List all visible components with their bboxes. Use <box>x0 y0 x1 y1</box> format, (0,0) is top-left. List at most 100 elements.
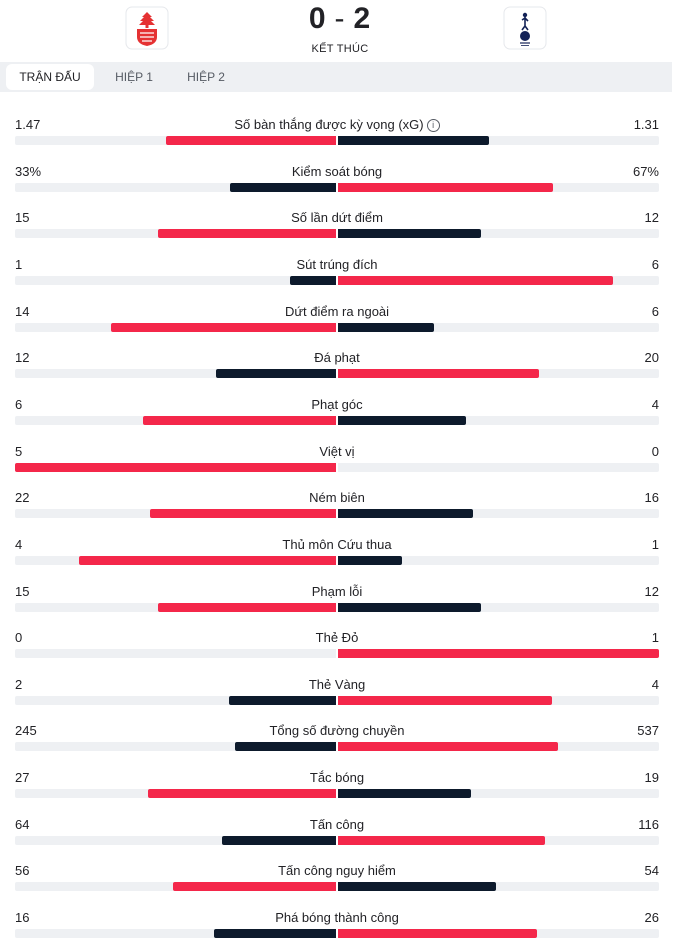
home-value: 27 <box>15 770 30 785</box>
home-value: 33% <box>15 164 42 179</box>
stat-label-text: Tấn công <box>309 817 365 832</box>
away-bar-fill <box>338 276 614 285</box>
away-bar-track <box>338 836 659 845</box>
away-bar-track <box>338 229 659 238</box>
stat-label: Tấn công <box>137 817 537 833</box>
away-score: 2 <box>353 2 372 35</box>
stat-row: 2 Thẻ Vàng 4 <box>15 677 659 717</box>
tab-second-half[interactable]: HIỆP 2 <box>187 70 225 84</box>
home-bar-track <box>15 742 336 751</box>
stat-label: Phạm lỗi <box>137 584 537 600</box>
home-value: 245 <box>15 723 37 738</box>
home-bar-fill <box>215 369 336 378</box>
stat-row: 1.47 Số bàn thắng được kỳ vọng (xG) i 1.31 <box>15 117 659 157</box>
home-value: 16 <box>15 910 30 925</box>
home-value: 6 <box>15 397 23 412</box>
home-bar-track <box>15 603 336 612</box>
stat-label: Ném biên <box>137 490 537 506</box>
away-bar-track <box>338 416 659 425</box>
away-value: 12 <box>644 210 659 225</box>
away-bar-track <box>338 929 659 938</box>
stat-row: 6 Phạt góc 4 <box>15 397 659 437</box>
away-value: 26 <box>644 910 659 925</box>
away-bar-fill <box>338 603 481 612</box>
away-bar-fill <box>338 229 481 238</box>
tab-first-half[interactable]: HIỆP 1 <box>115 70 153 84</box>
away-bar-fill <box>338 509 474 518</box>
home-bar-fill <box>147 789 336 798</box>
stat-label: Tắc bóng <box>137 770 537 786</box>
home-bar-fill <box>157 603 336 612</box>
away-team-crest-icon[interactable] <box>503 6 547 50</box>
away-bar-track <box>338 649 659 658</box>
away-value: 12 <box>644 584 659 599</box>
away-value: 4 <box>651 677 659 692</box>
home-bar-track <box>15 929 336 938</box>
home-value: 1.47 <box>15 117 41 132</box>
home-value: 5 <box>15 444 23 459</box>
home-score: 0 <box>308 2 327 35</box>
away-value: 6 <box>651 304 659 319</box>
home-bar-fill <box>15 463 336 472</box>
away-bar-track <box>338 696 659 705</box>
home-bar-fill <box>166 136 336 145</box>
home-bar-track <box>15 789 336 798</box>
stat-label: Thủ môn Cứu thua <box>137 537 537 553</box>
stat-label: Kiểm soát bóng <box>137 164 537 180</box>
stat-row: 27 Tắc bóng 19 <box>15 770 659 810</box>
home-bar-fill <box>221 836 336 845</box>
home-bar-fill <box>143 416 336 425</box>
away-value: 54 <box>644 863 659 878</box>
home-bar-track <box>15 136 336 145</box>
home-value: 1 <box>15 257 23 272</box>
home-bar-fill <box>172 882 336 891</box>
score-separator: - <box>334 2 346 35</box>
away-value: 67% <box>632 164 659 179</box>
away-bar-fill <box>338 323 435 332</box>
stat-label-text: Đá phạt <box>314 350 360 365</box>
away-bar-track <box>338 603 659 612</box>
home-bar-track <box>15 556 336 565</box>
info-icon[interactable]: i <box>426 119 440 132</box>
home-bar-fill <box>229 696 336 705</box>
stat-label: Số lần dứt điểm <box>137 210 537 226</box>
stat-label-text: Phạt góc <box>311 397 363 412</box>
home-value: 15 <box>15 584 30 599</box>
home-value: 12 <box>15 350 30 365</box>
stat-label-text: Tổng số đường chuyền <box>269 723 405 738</box>
stat-label-text: Thẻ Vàng <box>308 677 366 692</box>
stat-row: 33% Kiểm soát bóng 67% <box>15 164 659 204</box>
away-bar-fill <box>338 369 539 378</box>
stat-label: Thẻ Vàng <box>137 677 537 693</box>
home-team-crest-icon[interactable] <box>125 6 169 50</box>
away-bar-track <box>338 323 659 332</box>
away-value: 4 <box>651 397 659 412</box>
tab-match[interactable]: TRẬN ĐẤU <box>6 64 94 90</box>
home-bar-track <box>15 183 336 192</box>
stat-label-text: Tắc bóng <box>309 770 365 785</box>
home-bar-track <box>15 463 336 472</box>
away-value: 6 <box>651 257 659 272</box>
stat-row: 1 Sút trúng đích 6 <box>15 257 659 297</box>
stat-label: Số bàn thắng được kỳ vọng (xG) i <box>137 117 537 133</box>
home-bar-track <box>15 882 336 891</box>
away-bar-fill <box>338 882 496 891</box>
stat-row: 16 Phá bóng thành công 26 <box>15 910 659 948</box>
home-bar-track <box>15 416 336 425</box>
away-value: 116 <box>638 817 659 832</box>
away-bar-fill <box>338 649 659 658</box>
away-bar-track <box>338 789 659 798</box>
stat-row: 12 Đá phạt 20 <box>15 350 659 390</box>
away-bar-fill <box>338 416 467 425</box>
away-bar-fill <box>338 136 490 145</box>
home-bar-track <box>15 369 336 378</box>
stat-label: Tấn công nguy hiểm <box>137 863 537 879</box>
stat-row: 15 Phạm lỗi 12 <box>15 584 659 624</box>
away-bar-track <box>338 742 659 751</box>
away-bar-fill <box>338 183 554 192</box>
period-tabs: TRẬN ĐẤU HIỆP 1 HIỆP 2 <box>0 62 672 92</box>
home-bar-track <box>15 696 336 705</box>
stat-label-text: Việt vị <box>319 444 355 459</box>
away-value: 1.31 <box>633 117 659 132</box>
stat-label: Dứt điểm ra ngoài <box>137 304 537 320</box>
